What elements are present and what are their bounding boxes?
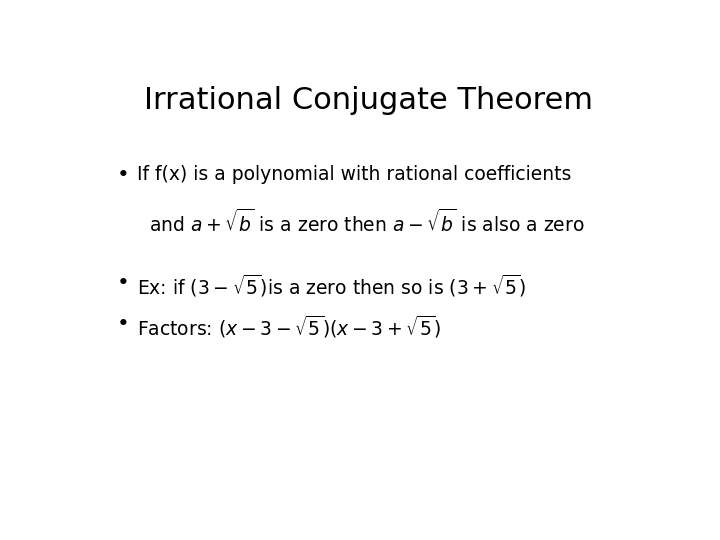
Text: Factors: $(x - 3 - \sqrt{5})(x - 3 + \sqrt{5})$: Factors: $(x - 3 - \sqrt{5})(x - 3 + \sq… <box>138 314 441 340</box>
Text: •: • <box>117 165 130 185</box>
Text: •: • <box>117 314 130 334</box>
Text: •: • <box>117 273 130 293</box>
Text: and $a + \sqrt{b}$ is a zero then $a - \sqrt{b}$ is also a zero: and $a + \sqrt{b}$ is a zero then $a - \… <box>148 208 584 235</box>
Text: Ex: if $(3 - \sqrt{5})$is a zero then so is $(3 + \sqrt{5})$: Ex: if $(3 - \sqrt{5})$is a zero then so… <box>138 273 527 299</box>
Text: Irrational Conjugate Theorem: Irrational Conjugate Theorem <box>145 85 593 114</box>
Text: If f(x) is a polynomial with rational coefficients: If f(x) is a polynomial with rational co… <box>138 165 572 184</box>
